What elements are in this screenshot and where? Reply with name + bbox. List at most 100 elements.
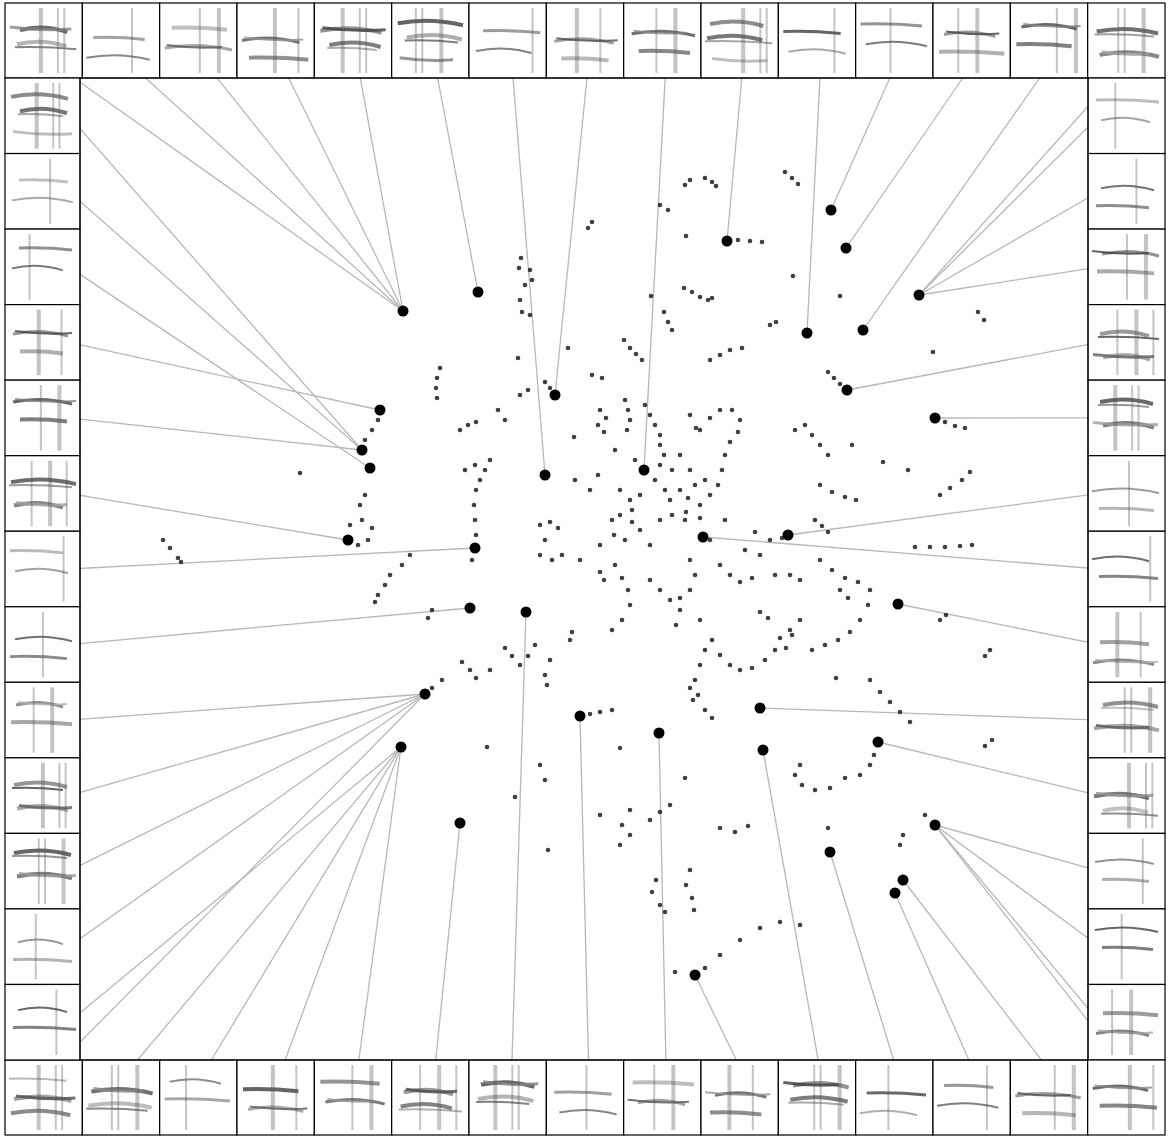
highlight-point [890, 888, 901, 899]
point [578, 558, 583, 563]
spectrogram-thumbnail [5, 833, 80, 909]
spectrogram-thumbnail [624, 1060, 701, 1135]
point [590, 373, 595, 378]
point [662, 453, 667, 458]
point [472, 503, 477, 508]
point [474, 533, 479, 538]
point [803, 423, 808, 428]
point [778, 920, 783, 925]
point [872, 753, 877, 758]
point [982, 318, 987, 323]
highlight-point [639, 465, 650, 476]
spectrogram-thumbnail [392, 1060, 469, 1135]
highlight-point [755, 703, 766, 714]
point [620, 576, 625, 581]
spectrogram-thumbnail [624, 3, 701, 78]
point [626, 588, 631, 593]
point [649, 294, 654, 299]
point [793, 773, 798, 778]
point [588, 712, 593, 717]
connector-line [48, 694, 425, 1075]
point [688, 868, 693, 873]
point [628, 808, 633, 813]
point [826, 370, 831, 375]
point [670, 328, 675, 333]
point [618, 488, 623, 493]
point [610, 518, 615, 523]
point [538, 553, 543, 558]
point [633, 458, 638, 463]
highlight-point [758, 745, 769, 756]
point [658, 810, 663, 815]
point [473, 463, 478, 468]
highlight-point [825, 847, 836, 858]
point [520, 310, 525, 315]
point [868, 588, 873, 593]
point [868, 763, 873, 768]
connector-line [69, 116, 362, 450]
point [753, 530, 758, 535]
point [168, 546, 173, 551]
point [628, 418, 633, 423]
point [688, 558, 693, 563]
connector-line [703, 537, 1100, 569]
point [560, 553, 565, 558]
point [798, 923, 803, 928]
spectrogram-thumbnail [5, 1060, 82, 1135]
point [496, 408, 501, 413]
point [538, 763, 543, 768]
connector-line [935, 417, 1100, 418]
point [698, 295, 703, 300]
point [572, 435, 577, 440]
point [788, 628, 793, 633]
point [736, 238, 741, 243]
point [684, 883, 689, 888]
spectrogram-thumbnail [546, 3, 623, 78]
point [388, 573, 393, 578]
points [161, 170, 995, 981]
point [778, 636, 783, 641]
point [598, 543, 603, 548]
point [543, 538, 548, 543]
point [668, 598, 673, 603]
connector-line [357, 747, 401, 1075]
point [688, 413, 693, 418]
point [596, 473, 601, 478]
point [545, 683, 550, 688]
point [810, 648, 815, 653]
point [604, 416, 609, 421]
connector-line [69, 493, 348, 540]
point [570, 630, 575, 635]
point [485, 745, 490, 750]
spectrogram-thumbnail [5, 229, 80, 305]
spectrogram-thumbnail [1010, 1060, 1087, 1135]
point [519, 256, 524, 261]
point [723, 453, 728, 458]
connector-line [580, 716, 589, 1075]
point [658, 203, 663, 208]
point [678, 596, 683, 601]
highlight-point [550, 390, 561, 401]
point [370, 526, 375, 531]
point [513, 795, 518, 800]
connector-line [760, 708, 1100, 720]
highlight-point [898, 875, 909, 886]
spectrogram-thumbnail [933, 1060, 1010, 1135]
point [440, 678, 445, 683]
point [703, 478, 708, 483]
connector-line [898, 604, 1100, 645]
point [568, 638, 573, 643]
highlight-point [826, 205, 837, 216]
point [463, 468, 468, 473]
point [834, 676, 839, 681]
point [728, 440, 733, 445]
point [790, 176, 795, 181]
point [783, 170, 788, 175]
spectrogram-thumbnail [237, 3, 314, 78]
spectrogram-thumbnail [856, 1060, 933, 1135]
spectrogram-thumbnail [5, 154, 80, 230]
point [943, 420, 948, 425]
point [773, 648, 778, 653]
point [703, 648, 708, 653]
point [963, 426, 968, 431]
